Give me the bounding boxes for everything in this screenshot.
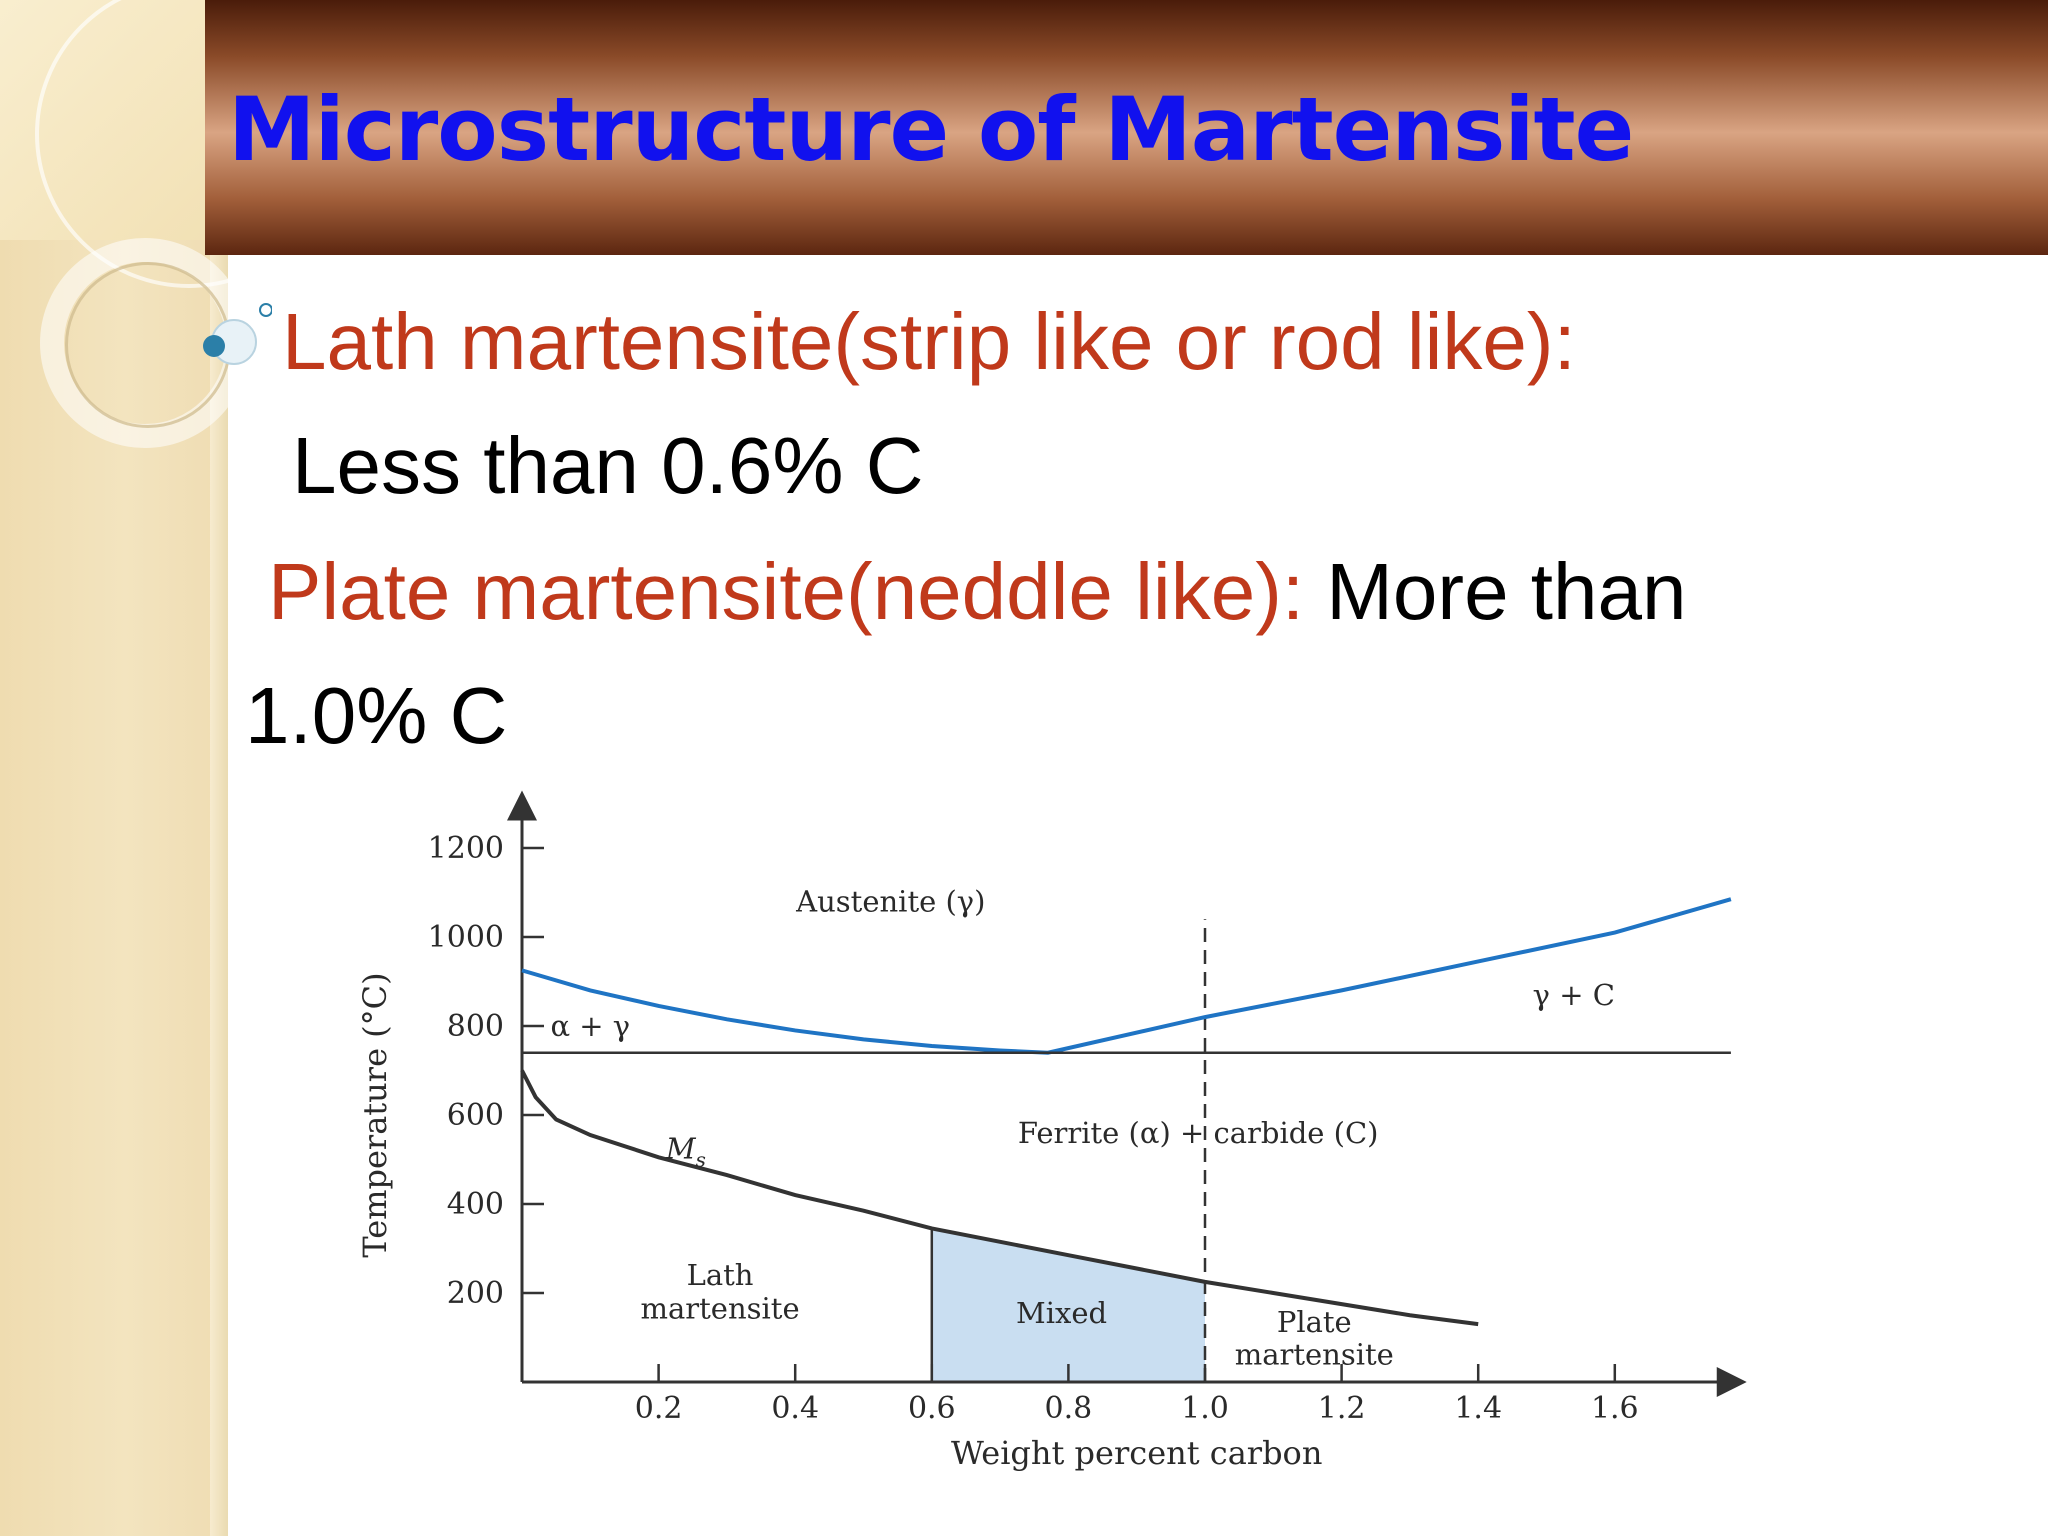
plate-heading: Plate martensite(neddle like):: [268, 547, 1305, 636]
y-tick-label: 600: [447, 1098, 504, 1133]
lath-heading: Lath martensite(strip like or rod like):: [282, 297, 1576, 386]
y-axis-label: Temperature (°C): [356, 972, 394, 1257]
x-axis-label: Weight percent carbon: [951, 1434, 1322, 1472]
title-banner: [205, 0, 2048, 255]
x-tick-label: 1.0: [1181, 1391, 1229, 1426]
carbon-temperature-chart: 0.2 0.4 0.6 0.8 1.0 1.2 1.4 1.6 200 400 600 800 100…: [356, 790, 1747, 1472]
mixed-region-fill: [931, 1228, 1205, 1382]
region-label: α + γ: [550, 1009, 630, 1043]
x-tick-label: 0.8: [1045, 1391, 1093, 1426]
decorative-side-strip: [0, 0, 343, 1536]
x-ticks: 0.2 0.4 0.6 0.8 1.0 1.2 1.4 1.6: [635, 1364, 1639, 1426]
ms-line: [520, 1069, 1479, 1327]
region-label: Mixed: [1016, 1296, 1107, 1330]
x-tick-label: 1.6: [1591, 1391, 1639, 1426]
region-label: martensite: [1235, 1337, 1394, 1371]
x-tick-label: 0.6: [908, 1391, 956, 1426]
region-label: Ferrite (α) + carbide (C): [1018, 1116, 1379, 1150]
region-label: Lath: [687, 1258, 754, 1292]
bullet-icon: [203, 303, 272, 365]
austenite-boundary-line: [521, 897, 1732, 1055]
y-ticks: 200 400 600 800 1000 1200: [428, 831, 544, 1311]
y-tick-label: 1200: [428, 831, 504, 866]
y-tick-label: 1000: [428, 920, 504, 955]
y-tick-label: 400: [447, 1187, 504, 1222]
region-labels: Austenite (γ) α + γ γ + C Ferrite (α) + car…: [550, 884, 1614, 1371]
plate-detail-b: 1.0% C: [245, 671, 508, 760]
region-label-subscript: s: [696, 1147, 706, 1171]
region-label: γ + C: [1533, 978, 1615, 1012]
x-tick-label: 0.4: [771, 1391, 819, 1426]
lath-detail: Less than 0.6% C: [292, 421, 924, 510]
region-label: Austenite (γ): [795, 884, 985, 918]
plate-detail-a: More than: [1304, 547, 1687, 636]
x-tick-label: 1.2: [1318, 1391, 1366, 1426]
region-label: Plate: [1277, 1305, 1352, 1339]
x-tick-label: 1.4: [1454, 1391, 1502, 1426]
y-tick-label: 200: [447, 1276, 504, 1311]
plate-line: Plate martensite(neddle like): More than: [268, 546, 1686, 638]
page-title: Microstructure of Martensite: [228, 78, 1634, 181]
region-label: martensite: [641, 1292, 800, 1326]
y-tick-label: 800: [447, 1009, 504, 1044]
x-tick-label: 0.2: [635, 1391, 683, 1426]
